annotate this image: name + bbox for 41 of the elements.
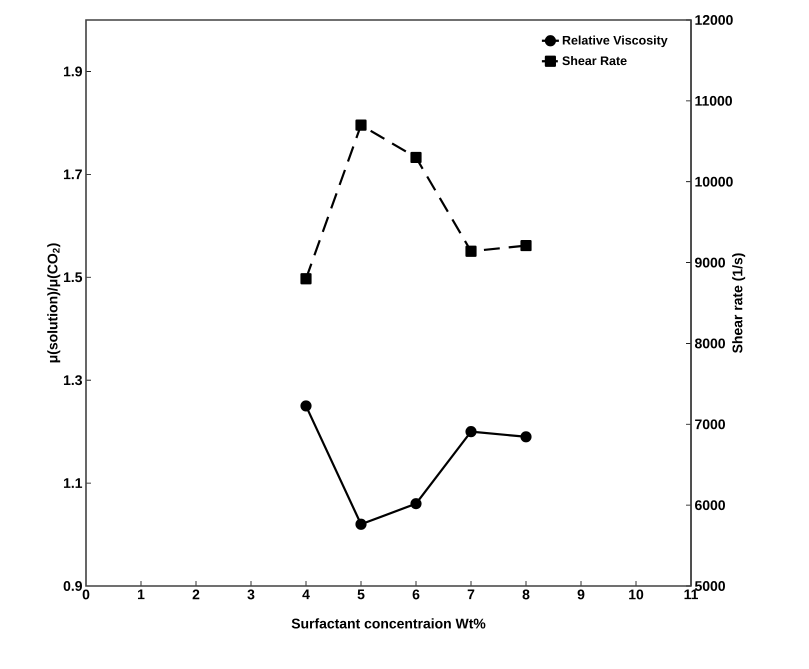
- legend-label: Relative Viscosity: [562, 35, 668, 48]
- y-tick-label: 1.1: [64, 478, 82, 488]
- point: [355, 120, 367, 131]
- point: [520, 240, 532, 252]
- y-tick-label: 1.7: [64, 170, 82, 180]
- point: [465, 426, 477, 438]
- y-tick-label: 1.9: [64, 66, 82, 76]
- legend-label: Shear Rate: [562, 56, 627, 66]
- x-tick-label: 5: [358, 590, 364, 600]
- y2-tick-label: 12000: [695, 15, 733, 25]
- point: [355, 518, 367, 530]
- x-tick-label: 6: [412, 590, 420, 600]
- x-tick-label: 9: [578, 590, 584, 600]
- y-tick-label: 0.9: [64, 581, 82, 591]
- point: [300, 273, 312, 284]
- point: [300, 400, 312, 412]
- y2-tick-label: 7000: [695, 419, 725, 430]
- y2-tick-label: 6000: [695, 500, 725, 510]
- y2-tick-label: 8000: [694, 338, 725, 348]
- y2-tick-label: 5000: [694, 581, 725, 591]
- x-tick-label: 3: [247, 590, 254, 600]
- x-tick-label: 4: [302, 590, 310, 600]
- x-tick-label: 2: [192, 590, 200, 600]
- y-axis-title: μ(solution)/μ(CO$_{2}$): [47, 243, 60, 362]
- point: [410, 498, 422, 510]
- y2-tick-label: 11000: [695, 96, 732, 106]
- point: [520, 431, 532, 442]
- x-axis-title: Surfactant concentraion Wt%: [292, 618, 486, 629]
- y-tick-label: 1.3: [64, 375, 82, 386]
- x-tick-label: 1: [138, 590, 144, 600]
- x-tick-label: 7: [468, 590, 474, 600]
- y2-tick-label: 9000: [695, 258, 725, 268]
- point: [410, 152, 422, 164]
- x-tick-label: 8: [522, 590, 530, 600]
- y-tick-label: 1.5: [64, 272, 82, 282]
- point: [465, 246, 477, 257]
- y2-tick-label: 10000: [695, 176, 733, 187]
- x-tick-label: 10: [629, 590, 644, 600]
- x-tick-label: 0: [82, 590, 90, 600]
- x-tick-label: 11: [684, 590, 698, 600]
- y2-axis-title: Shear rate (1/s): [732, 253, 746, 353]
